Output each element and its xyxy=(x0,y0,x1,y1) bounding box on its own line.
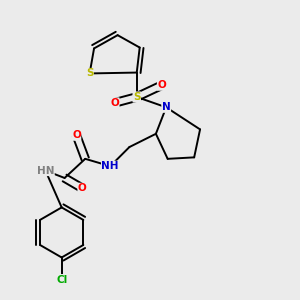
Text: Cl: Cl xyxy=(56,274,67,285)
Text: O: O xyxy=(110,98,119,108)
Text: S: S xyxy=(86,68,93,78)
Text: NH: NH xyxy=(101,161,119,171)
Text: O: O xyxy=(158,80,166,90)
Text: N: N xyxy=(162,102,171,112)
Text: S: S xyxy=(133,92,140,102)
Text: O: O xyxy=(72,130,81,140)
Text: O: O xyxy=(78,183,87,193)
Text: HN: HN xyxy=(37,166,54,176)
